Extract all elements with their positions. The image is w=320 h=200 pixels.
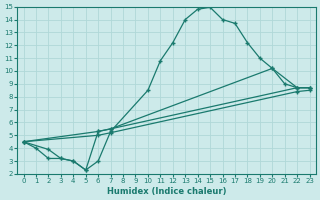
X-axis label: Humidex (Indice chaleur): Humidex (Indice chaleur)	[107, 187, 226, 196]
